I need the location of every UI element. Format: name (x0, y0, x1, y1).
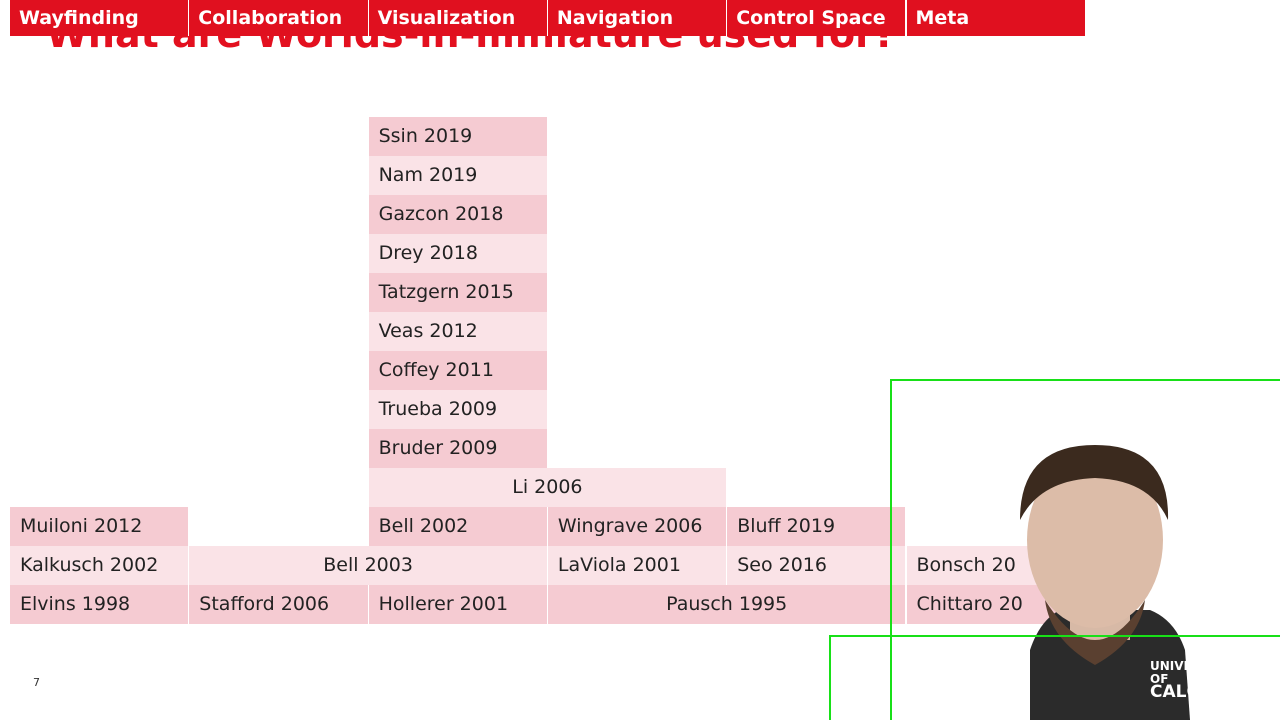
table-cell: Chittaro 20 (906, 585, 1086, 624)
table-cell: Gazcon 2018 (368, 195, 548, 234)
column-header: Control Space (727, 0, 907, 36)
logo-line: CALGARY (1150, 682, 1239, 702)
column-header: Meta (906, 0, 1086, 36)
table-cell: Drey 2018 (368, 234, 548, 273)
page-number: 7 (33, 676, 40, 689)
table-cell: Elvins 1998 (10, 585, 190, 624)
table-cell: Veas 2012 (368, 312, 548, 351)
logo: UNIVERSITY OF CALGARY (1150, 659, 1250, 702)
table-cell: Seo 2016 (727, 546, 907, 585)
table-cell: Bell 2002 (368, 507, 548, 546)
column-header: Visualization (368, 0, 548, 36)
table-cell: Ssin 2019 (368, 117, 548, 156)
table-cell: Coffey 2011 (368, 351, 548, 390)
column-header: Wayfinding (10, 0, 190, 36)
table-cell: Muiloni 2012 (10, 507, 190, 546)
table-cell: Wingrave 2006 (547, 507, 728, 546)
table-cell: Kalkusch 2002 (10, 546, 190, 585)
logo-line: UNIVERSITY OF (1150, 659, 1231, 686)
table-cell: Bluff 2019 (727, 507, 907, 546)
table-cell: Bell 2003 (189, 546, 548, 585)
table-cell: Tatzgern 2015 (368, 273, 548, 312)
table-cell: Bruder 2009 (368, 429, 548, 468)
table-cell: Bonsch 20 (906, 546, 1086, 585)
table-cell: Trueba 2009 (368, 390, 548, 429)
column-header: Navigation (547, 0, 728, 36)
table-cell: Nam 2019 (368, 156, 548, 195)
table-cell: LaViola 2001 (547, 546, 728, 585)
table-cell: Stafford 2006 (189, 585, 369, 624)
table-cell: Hollerer 2001 (368, 585, 548, 624)
table-cell: Li 2006 (368, 468, 728, 507)
column-header: Collaboration (189, 0, 369, 36)
table-cell: Pausch 1995 (547, 585, 907, 624)
webcam-hair (1020, 445, 1169, 520)
